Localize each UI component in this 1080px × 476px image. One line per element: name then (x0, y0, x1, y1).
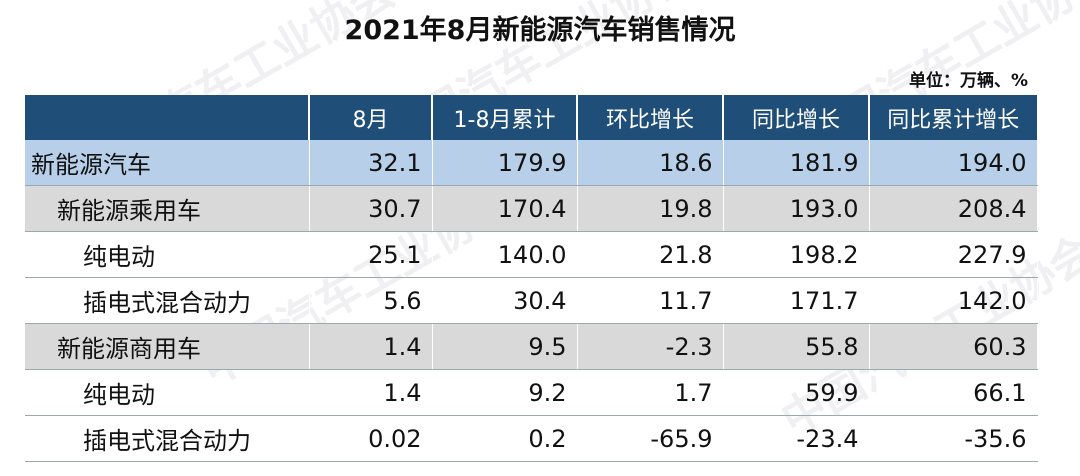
cell-yoy-cumulative-growth: 60.3 (868, 323, 1038, 370)
cell-yoy-growth: 59.9 (722, 369, 870, 416)
cell-yoy-growth: 171.7 (722, 277, 870, 324)
column-header (25, 95, 310, 140)
table-header-row: 8月 1-8月累计 环比增长 同比增长 同比累计增长 (25, 95, 1038, 140)
cell-yoy-cumulative-growth: 66.1 (868, 369, 1038, 416)
table-row: 新能源汽车 32.1 179.9 18.6 181.9 194.0 (25, 140, 1038, 186)
column-header: 1-8月累计 (431, 95, 578, 140)
cell-august: 30.7 (308, 185, 433, 232)
cell-yoy-growth: 181.9 (722, 140, 870, 186)
cell-mom-growth: 19.8 (576, 185, 724, 232)
cell-yoy-growth: 193.0 (722, 185, 870, 232)
cell-august: 0.02 (308, 415, 433, 462)
cell-yoy-growth: -23.4 (722, 415, 870, 462)
cell-jan-aug-cumulative: 140.0 (431, 231, 578, 278)
cell-jan-aug-cumulative: 9.2 (431, 369, 578, 416)
cell-mom-growth: 11.7 (576, 277, 724, 324)
row-label: 纯电动 (25, 231, 310, 278)
cell-mom-growth: 21.8 (576, 231, 724, 278)
row-label: 插电式混合动力 (25, 415, 310, 462)
cell-jan-aug-cumulative: 30.4 (431, 277, 578, 324)
cell-yoy-cumulative-growth: 208.4 (868, 185, 1038, 232)
row-label: 新能源乘用车 (25, 185, 310, 232)
cell-jan-aug-cumulative: 170.4 (431, 185, 578, 232)
cell-mom-growth: 1.7 (576, 369, 724, 416)
table-row: 新能源商用车 1.4 9.5 -2.3 55.8 60.3 (25, 323, 1038, 370)
row-label: 纯电动 (25, 369, 310, 416)
unit-label: 单位：万辆、% (908, 71, 1028, 91)
table-row: 纯电动 25.1 140.0 21.8 198.2 227.9 (25, 231, 1038, 278)
cell-yoy-growth: 198.2 (722, 231, 870, 278)
cell-august: 1.4 (308, 369, 433, 416)
table-body: 新能源汽车 32.1 179.9 18.6 181.9 194.0 新能源乘用车 30.7 17… (25, 140, 1038, 462)
cell-yoy-cumulative-growth: 227.9 (868, 231, 1038, 278)
cell-mom-growth: 18.6 (576, 140, 724, 186)
table-row: 插电式混合动力 0.02 0.2 -65.9 -23.4 -35.6 (25, 415, 1038, 462)
cell-yoy-cumulative-growth: 142.0 (868, 277, 1038, 324)
cell-august: 1.4 (308, 323, 433, 370)
column-header: 8月 (308, 95, 433, 140)
column-header: 同比增长 (722, 95, 870, 140)
cell-jan-aug-cumulative: 0.2 (431, 415, 578, 462)
row-label: 新能源汽车 (25, 140, 310, 186)
row-label: 新能源商用车 (25, 323, 310, 370)
row-label: 插电式混合动力 (25, 277, 310, 324)
cell-mom-growth: -2.3 (576, 323, 724, 370)
column-header: 同比累计增长 (868, 95, 1038, 140)
cell-yoy-cumulative-growth: 194.0 (868, 140, 1038, 186)
cell-august: 32.1 (308, 140, 433, 186)
table-row: 新能源乘用车 30.7 170.4 19.8 193.0 208.4 (25, 185, 1038, 232)
cell-august: 25.1 (308, 231, 433, 278)
page-title: 2021年8月新能源汽车销售情况 (344, 15, 736, 46)
cell-august: 5.6 (308, 277, 433, 324)
cell-yoy-cumulative-growth: -35.6 (868, 415, 1038, 462)
cell-mom-growth: -65.9 (576, 415, 724, 462)
column-header: 环比增长 (576, 95, 724, 140)
sales-table: 8月 1-8月累计 环比增长 同比增长 同比累计增长 新能源汽车 32.1 179.9 18.… (25, 95, 1038, 462)
cell-jan-aug-cumulative: 9.5 (431, 323, 578, 370)
cell-jan-aug-cumulative: 179.9 (431, 140, 578, 186)
table-row: 插电式混合动力 5.6 30.4 11.7 171.7 142.0 (25, 277, 1038, 324)
table-row: 纯电动 1.4 9.2 1.7 59.9 66.1 (25, 369, 1038, 416)
cell-yoy-growth: 55.8 (722, 323, 870, 370)
